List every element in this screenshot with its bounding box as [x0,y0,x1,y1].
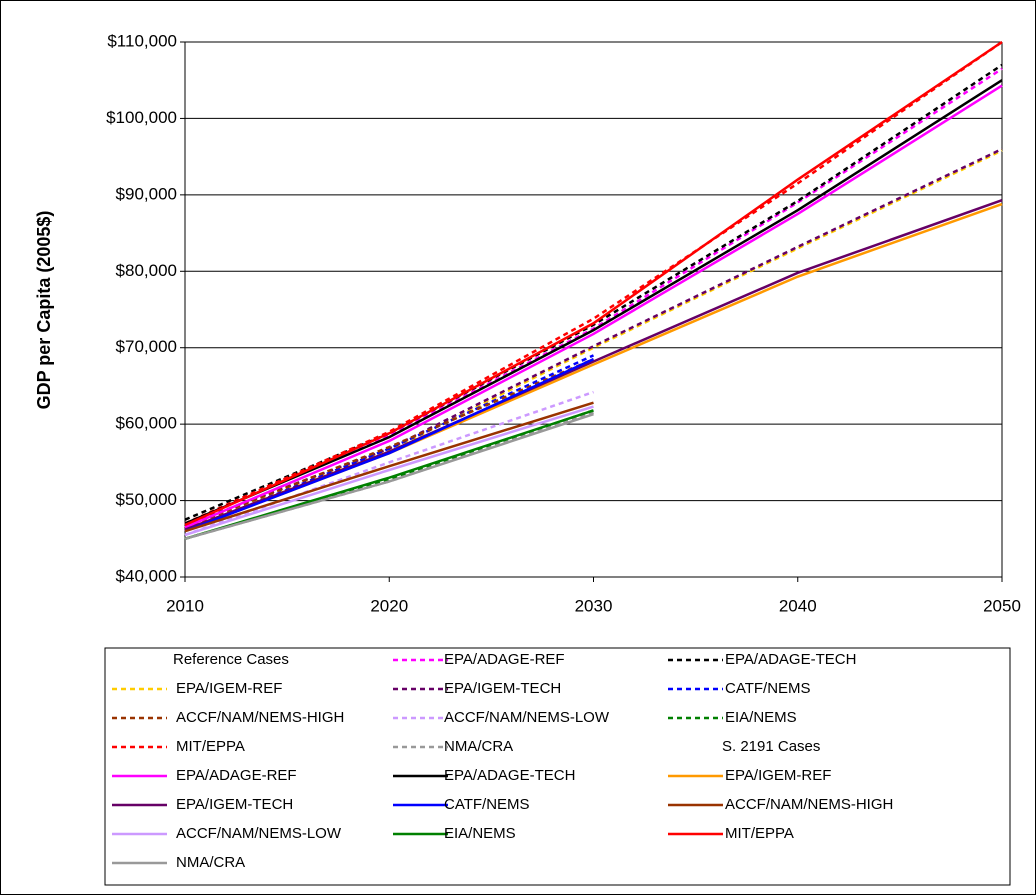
legend-label: EIA/NEMS [444,825,516,842]
series-line [184,405,594,537]
legend-label: EPA/IGEM-REF [176,680,282,697]
legend-label: EPA/ADAGE-TECH [725,651,856,668]
x-tick-label: 2050 [983,596,1021,615]
legend-label: EPA/IGEM-TECH [444,680,561,697]
x-tick-label: 2030 [575,596,613,615]
legend-label: ACCF/NAM/NEMS-LOW [176,825,342,842]
legend-label: EPA/ADAGE-TECH [444,767,575,784]
legend-label: ACCF/NAM/NEMS-HIGH [725,796,893,813]
x-tick-label: 2020 [370,596,408,615]
legend: Reference Cases EPA/ADAGE-REF EPA/ADAGE-TE… [112,651,893,871]
legend-label: CATF/NEMS [725,680,811,697]
series-line [184,63,1003,521]
legend-label: EPA/ADAGE-REF [176,767,297,784]
series-line [184,358,595,533]
legend-label: EPA/IGEM-TECH [176,796,293,813]
series-line [184,84,1003,529]
legend-box [104,647,1011,886]
legend-label: CATF/NEMS [444,796,530,813]
series-line [184,79,1003,525]
legend-label: MIT/EPPA [725,825,794,842]
series-line [184,40,1003,527]
y-tick-label: $70,000 [116,337,177,356]
series-line [184,401,594,533]
y-tick-label: $60,000 [116,414,177,433]
y-tick-label: $90,000 [116,184,177,203]
legend-label: EPA/ADAGE-REF [444,651,565,668]
legend-label: EIA/NEMS [725,709,797,726]
legend-label: ACCF/NAM/NEMS-LOW [444,709,610,726]
y-tick-label: $40,000 [116,566,177,585]
series-line [184,358,594,529]
x-tick-label: 2010 [166,596,204,615]
x-tick-label: 2040 [779,596,817,615]
y-tick-label: $110,000 [107,31,177,50]
legend-label: MIT/EPPA [176,738,245,755]
y-axis-label: GDP per Capita (2005$) [34,211,54,410]
legend-group-title: Reference Cases [173,651,289,668]
series-line [184,413,594,540]
y-tick-label: $50,000 [116,490,177,509]
y-tick-label: $80,000 [116,261,177,280]
legend-label: NMA/CRA [176,854,245,871]
series-line [184,199,1003,531]
legend-label: EPA/IGEM-REF [725,767,831,784]
y-tick-label: $100,000 [106,108,177,127]
legend-group-title: S. 2191 Cases [722,738,820,755]
legend-label: NMA/CRA [444,738,513,755]
legend-label: ACCF/NAM/NEMS-HIGH [176,709,344,726]
series-line [184,40,1003,525]
